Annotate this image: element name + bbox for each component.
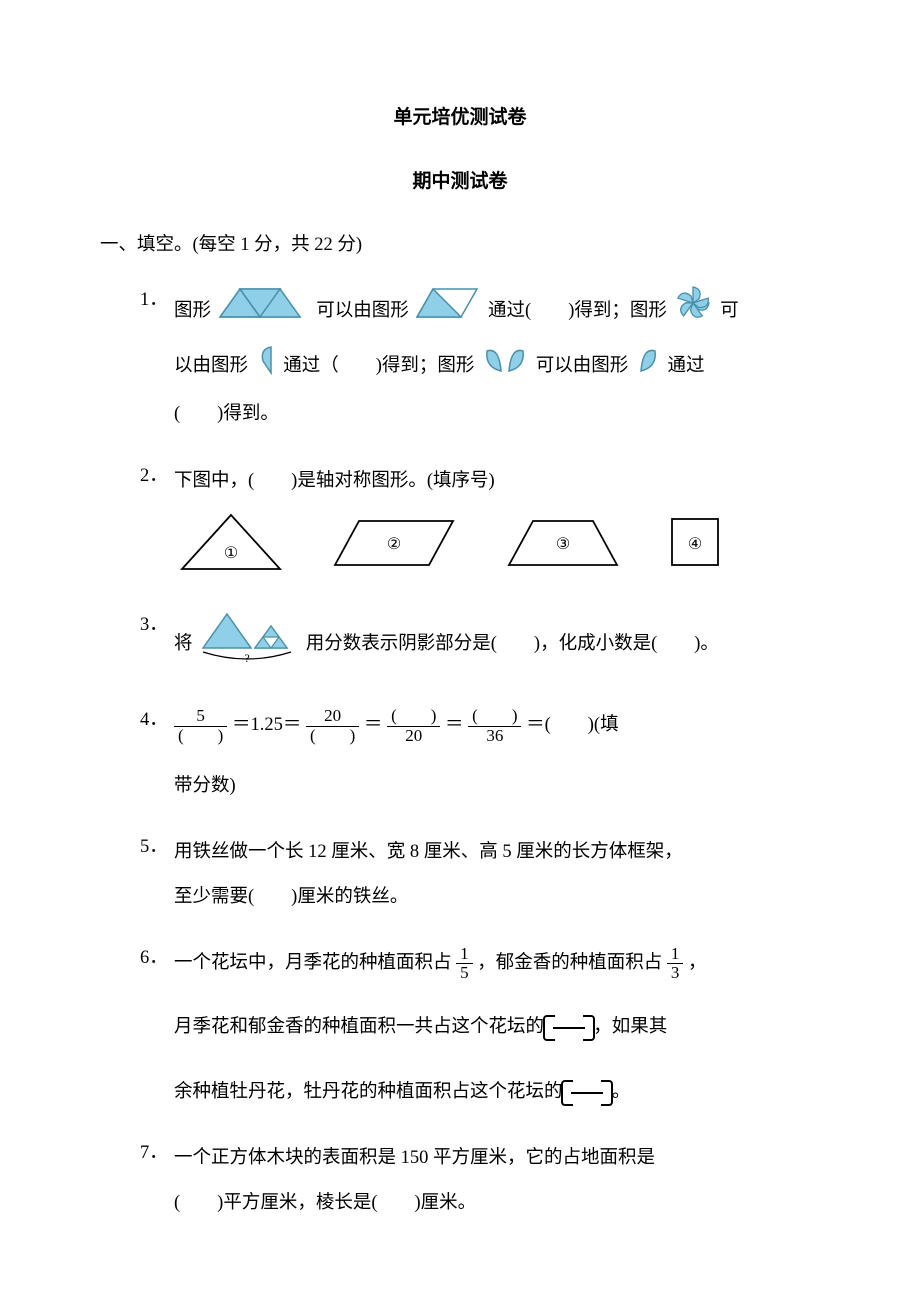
q4-frac4: ( ) 36 bbox=[468, 707, 521, 745]
svg-text:②: ② bbox=[387, 536, 401, 553]
section-1-head: 一、填空。(每空 1 分，共 22 分) bbox=[100, 228, 820, 263]
q1-t2: 可以由图形 bbox=[316, 301, 409, 321]
q1-t5: 以由图形 bbox=[174, 356, 248, 376]
triangles-strip-icon bbox=[218, 287, 310, 336]
q1-num: 1． bbox=[140, 283, 168, 318]
q2-shapes: ① ② ③ ④ bbox=[174, 511, 820, 586]
q3-num: 3． bbox=[140, 608, 168, 643]
q5-t1: 用铁丝做一个长 12 厘米、宽 8 厘米、高 5 厘米的长方体框架， bbox=[174, 842, 683, 862]
question-5: 5． 用铁丝做一个长 12 厘米、宽 8 厘米、高 5 厘米的长方体框架， 至少… bbox=[140, 830, 820, 919]
q7-num: 7． bbox=[140, 1136, 168, 1171]
q4-eq1: ＝1.25＝ bbox=[232, 715, 301, 735]
svg-text:④: ④ bbox=[688, 536, 702, 553]
q6-t3: 余种植牡丹花，牡丹花的种植面积占这个花坛的 bbox=[174, 1082, 563, 1102]
q1-t9: ( )得到。 bbox=[174, 404, 279, 424]
shape-2-parallelogram-icon: ② bbox=[329, 511, 459, 586]
q3-t1: 将 bbox=[174, 634, 193, 654]
question-4: 4． 5 ( ) ＝1.25＝ 20 ( ) ＝ ( ) 20 ＝ ( ) 36… bbox=[140, 703, 820, 808]
svg-text:①: ① bbox=[224, 545, 238, 562]
q4-frac2: 20 ( ) bbox=[306, 707, 359, 745]
q6-frac2: 1 3 bbox=[667, 945, 684, 983]
q7-t1: 一个正方体木块的表面积是 150 平方厘米，它的占地面积是 bbox=[174, 1148, 655, 1168]
single-drop-icon bbox=[635, 341, 661, 392]
blank-fraction-bracket-icon-2 bbox=[567, 1080, 607, 1106]
q4-tail: 带分数) bbox=[174, 776, 236, 796]
q1-t1: 图形 bbox=[174, 301, 211, 321]
title-sub: 期中测试卷 bbox=[100, 164, 820, 200]
single-blade-icon bbox=[255, 341, 277, 392]
q6-t3b: 。 bbox=[612, 1082, 631, 1102]
q4-eq4: ＝( )(填 bbox=[526, 715, 618, 735]
pinwheel-icon bbox=[673, 283, 713, 340]
q7-t2: ( )平方厘米，棱长是( )厘米。 bbox=[174, 1193, 476, 1213]
parallelogram-tri-icon bbox=[415, 287, 481, 336]
q6-t1a: 一个花坛中，月季花的种植面积占 bbox=[174, 953, 452, 973]
q6-t1b: ，郁金香的种植面积占 bbox=[477, 953, 662, 973]
question-1: 1． 图形 可以由图形 通过( )得到；图形 bbox=[140, 283, 820, 436]
blank-fraction-bracket-icon bbox=[549, 1015, 589, 1041]
svg-text:③: ③ bbox=[555, 536, 569, 553]
q1-t6: 通过（ )得到；图形 bbox=[283, 356, 474, 376]
q2-t1: 下图中，( )是轴对称图形。(填序号) bbox=[174, 471, 495, 491]
q3-t2: 用分数表示阴影部分是( )，化成小数是( )。 bbox=[306, 634, 719, 654]
shape-1-triangle-icon: ① bbox=[176, 511, 286, 586]
q5-t2: 至少需要( )厘米的铁丝。 bbox=[174, 887, 408, 907]
q6-t2b: ，如果其 bbox=[593, 1017, 667, 1037]
q4-eq2: ＝ bbox=[364, 715, 383, 735]
q1-t4: 可 bbox=[720, 301, 739, 321]
q1-t3: 通过( )得到；图形 bbox=[488, 301, 667, 321]
q6-num: 6． bbox=[140, 941, 168, 976]
q6-frac1: 1 5 bbox=[456, 945, 473, 983]
two-drops-icon bbox=[481, 341, 529, 392]
q2-num: 2． bbox=[140, 459, 168, 494]
q6-t1c: ， bbox=[688, 953, 707, 973]
q1-t8: 通过 bbox=[667, 356, 704, 376]
triangles-fraction-icon: ? bbox=[199, 608, 299, 681]
q1-t7: 可以由图形 bbox=[536, 356, 629, 376]
q5-num: 5． bbox=[140, 830, 168, 865]
shape-4-square-icon: ④ bbox=[666, 511, 724, 586]
q4-eq3: ＝ bbox=[445, 715, 464, 735]
question-3: 3． 将 ? 用分数表示阴影部分是( )，化成小数是( )。 bbox=[140, 608, 820, 681]
question-7: 7． 一个正方体木块的表面积是 150 平方厘米，它的占地面积是 ( )平方厘米… bbox=[140, 1136, 820, 1225]
question-6: 6． 一个花坛中，月季花的种植面积占 1 5 ，郁金香的种植面积占 1 3 ， … bbox=[140, 941, 820, 1114]
shape-3-trapezoid-icon: ③ bbox=[503, 511, 623, 586]
q4-frac3: ( ) 20 bbox=[387, 707, 440, 745]
q6-t2a: 月季花和郁金香的种植面积一共占这个花坛的 bbox=[174, 1017, 544, 1037]
question-2: 2． 下图中，( )是轴对称图形。(填序号) ① ② ③ bbox=[140, 459, 820, 587]
q4-frac1: 5 ( ) bbox=[174, 707, 227, 745]
title-main: 单元培优测试卷 bbox=[100, 100, 820, 136]
q4-num: 4． bbox=[140, 703, 168, 738]
svg-text:?: ? bbox=[244, 651, 249, 664]
